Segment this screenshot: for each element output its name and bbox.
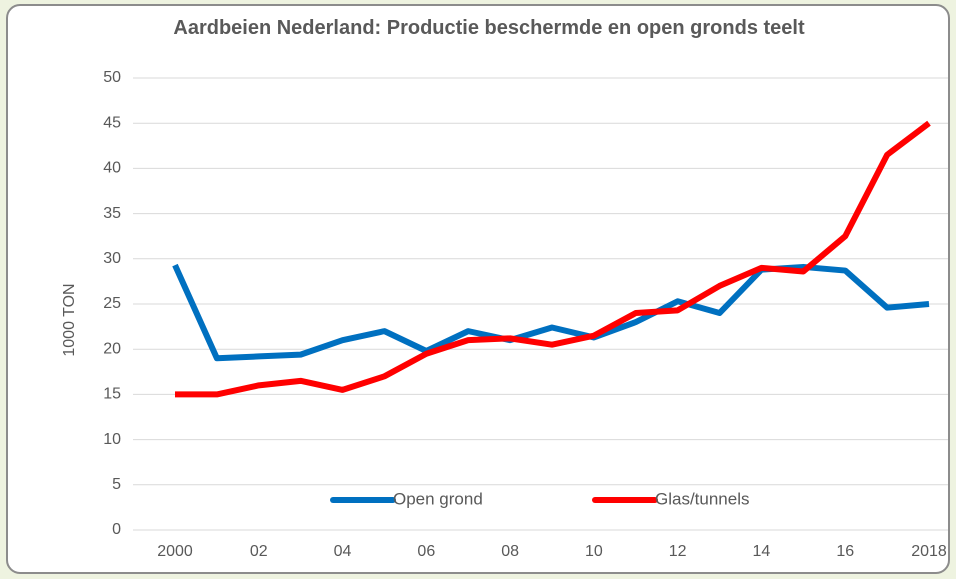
chart-title: Aardbeien Nederland: Productie beschermd… [173,17,805,39]
y-tick-label: 10 [103,431,121,448]
x-tick-label: 08 [501,543,519,560]
line-series [175,120,931,398]
x-tick-label: 04 [334,543,352,560]
y-tick-label: 30 [103,250,121,267]
legend-label: Glas/tunnels [655,489,750,508]
y-tick-label: 25 [103,295,121,312]
x-tick-label: 06 [417,543,435,560]
y-tick-label: 50 [103,69,121,86]
x-tick-label: 2000 [157,543,193,560]
legend-label: Open grond [393,489,483,508]
x-tick-label: 10 [585,543,603,560]
x-tick-label: 16 [836,543,854,560]
line-series [172,263,930,362]
x-tick-label: 02 [250,543,268,560]
chart-panel [6,4,950,574]
y-tick-label: 35 [103,205,121,222]
x-tick-label: 14 [753,543,771,560]
y-tick-label: 5 [112,476,121,493]
x-tick-label: 2018 [911,543,947,560]
y-tick-label: 45 [103,114,121,131]
y-tick-label: 40 [103,160,121,177]
x-tick-label: 12 [669,543,687,560]
y-tick-label: 15 [103,386,121,403]
y-tick-label: 20 [103,340,121,357]
y-axis-label: 1000 TON [61,283,78,356]
y-tick-label: 0 [112,521,121,538]
